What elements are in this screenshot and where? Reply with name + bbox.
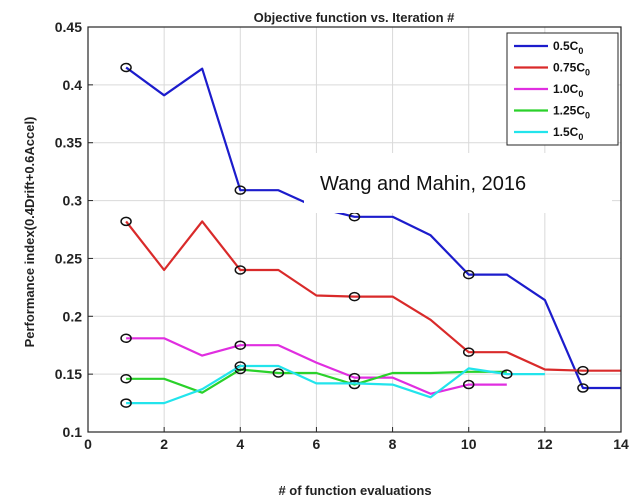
legend-label: 0.75C0	[553, 61, 590, 78]
y-tick-label: 0.25	[55, 250, 82, 266]
legend-label: 1.0C0	[553, 82, 583, 99]
series-group	[120, 62, 621, 408]
y-tick-label: 0.15	[55, 366, 82, 382]
plot-frame	[87, 26, 622, 433]
legend-item: 0.75C0	[514, 61, 590, 78]
series-1-5c	[120, 361, 545, 408]
annotation-text: Wang and Mahin, 2016	[320, 173, 526, 195]
series-line	[125, 220, 621, 372]
x-tick-label: 4	[236, 436, 244, 452]
y-tick-label: 0.35	[55, 135, 82, 151]
data-point-marker	[462, 347, 475, 357]
data-point-marker	[462, 379, 475, 390]
series-line	[126, 364, 545, 405]
data-point-marker	[234, 361, 247, 371]
series-0-5c	[120, 62, 621, 393]
y-tick-label: 0.3	[63, 193, 83, 209]
y-tick-label: 0.1	[63, 424, 83, 440]
data-point-marker	[234, 185, 247, 195]
legend-item: 0.5C0	[514, 39, 583, 56]
x-tick-label: 0	[84, 436, 92, 452]
legend: 0.5C0 0.75C0 1.0C0 1.25C0 1.5C0	[506, 32, 619, 146]
data-point-marker	[120, 62, 132, 73]
x-tick-label: 2	[160, 436, 168, 452]
series-1-0c	[120, 333, 507, 395]
data-point-marker	[120, 398, 132, 408]
x-tick-label: 12	[537, 436, 553, 452]
annotation-box: Wang and Mahin, 2016	[304, 153, 612, 213]
series-0-75c	[120, 216, 621, 376]
x-tick-label: 8	[389, 436, 397, 452]
data-point-marker	[272, 368, 285, 378]
data-point-marker	[348, 291, 361, 302]
legend-label: 0.5C0	[553, 39, 583, 56]
x-axis-label: # of function evaluations	[278, 483, 431, 498]
data-point-marker	[120, 374, 132, 384]
y-tick-label: 0.45	[55, 19, 82, 35]
data-point-marker	[120, 216, 132, 227]
data-point-marker	[577, 383, 589, 393]
data-point-marker	[348, 372, 361, 383]
data-point-marker	[462, 269, 475, 280]
x-tick-label: 10	[461, 436, 477, 452]
series-line	[125, 66, 621, 390]
x-tick-label: 6	[313, 436, 321, 452]
data-point-marker	[234, 340, 247, 350]
legend-item: 1.25C0	[514, 104, 590, 121]
y-axis-label: Performance index(0.4Drift+0.6Accel)	[22, 117, 37, 348]
legend-label: 1.5C0	[553, 125, 583, 142]
y-tick-label: 0.2	[63, 308, 83, 324]
data-point-marker	[577, 365, 589, 376]
chart-title: Objective function vs. Iteration #	[254, 10, 456, 25]
data-point-marker	[234, 265, 247, 275]
y-tick-label: 0.4	[63, 77, 83, 93]
legend-label: 1.25C0	[553, 104, 590, 121]
series-line	[126, 337, 507, 395]
legend-item: 1.5C0	[514, 125, 583, 142]
data-point-marker	[120, 333, 132, 344]
tick-labels: 0 2 4 6 8 10 12 14 0.1 0.15 0.2 0.25 0.3 0.35 0.4 0.45	[55, 19, 629, 452]
x-tick-label: 14	[613, 436, 629, 452]
legend-item: 1.0C0	[514, 82, 583, 99]
series-line	[126, 368, 507, 394]
data-point-marker	[501, 369, 513, 379]
